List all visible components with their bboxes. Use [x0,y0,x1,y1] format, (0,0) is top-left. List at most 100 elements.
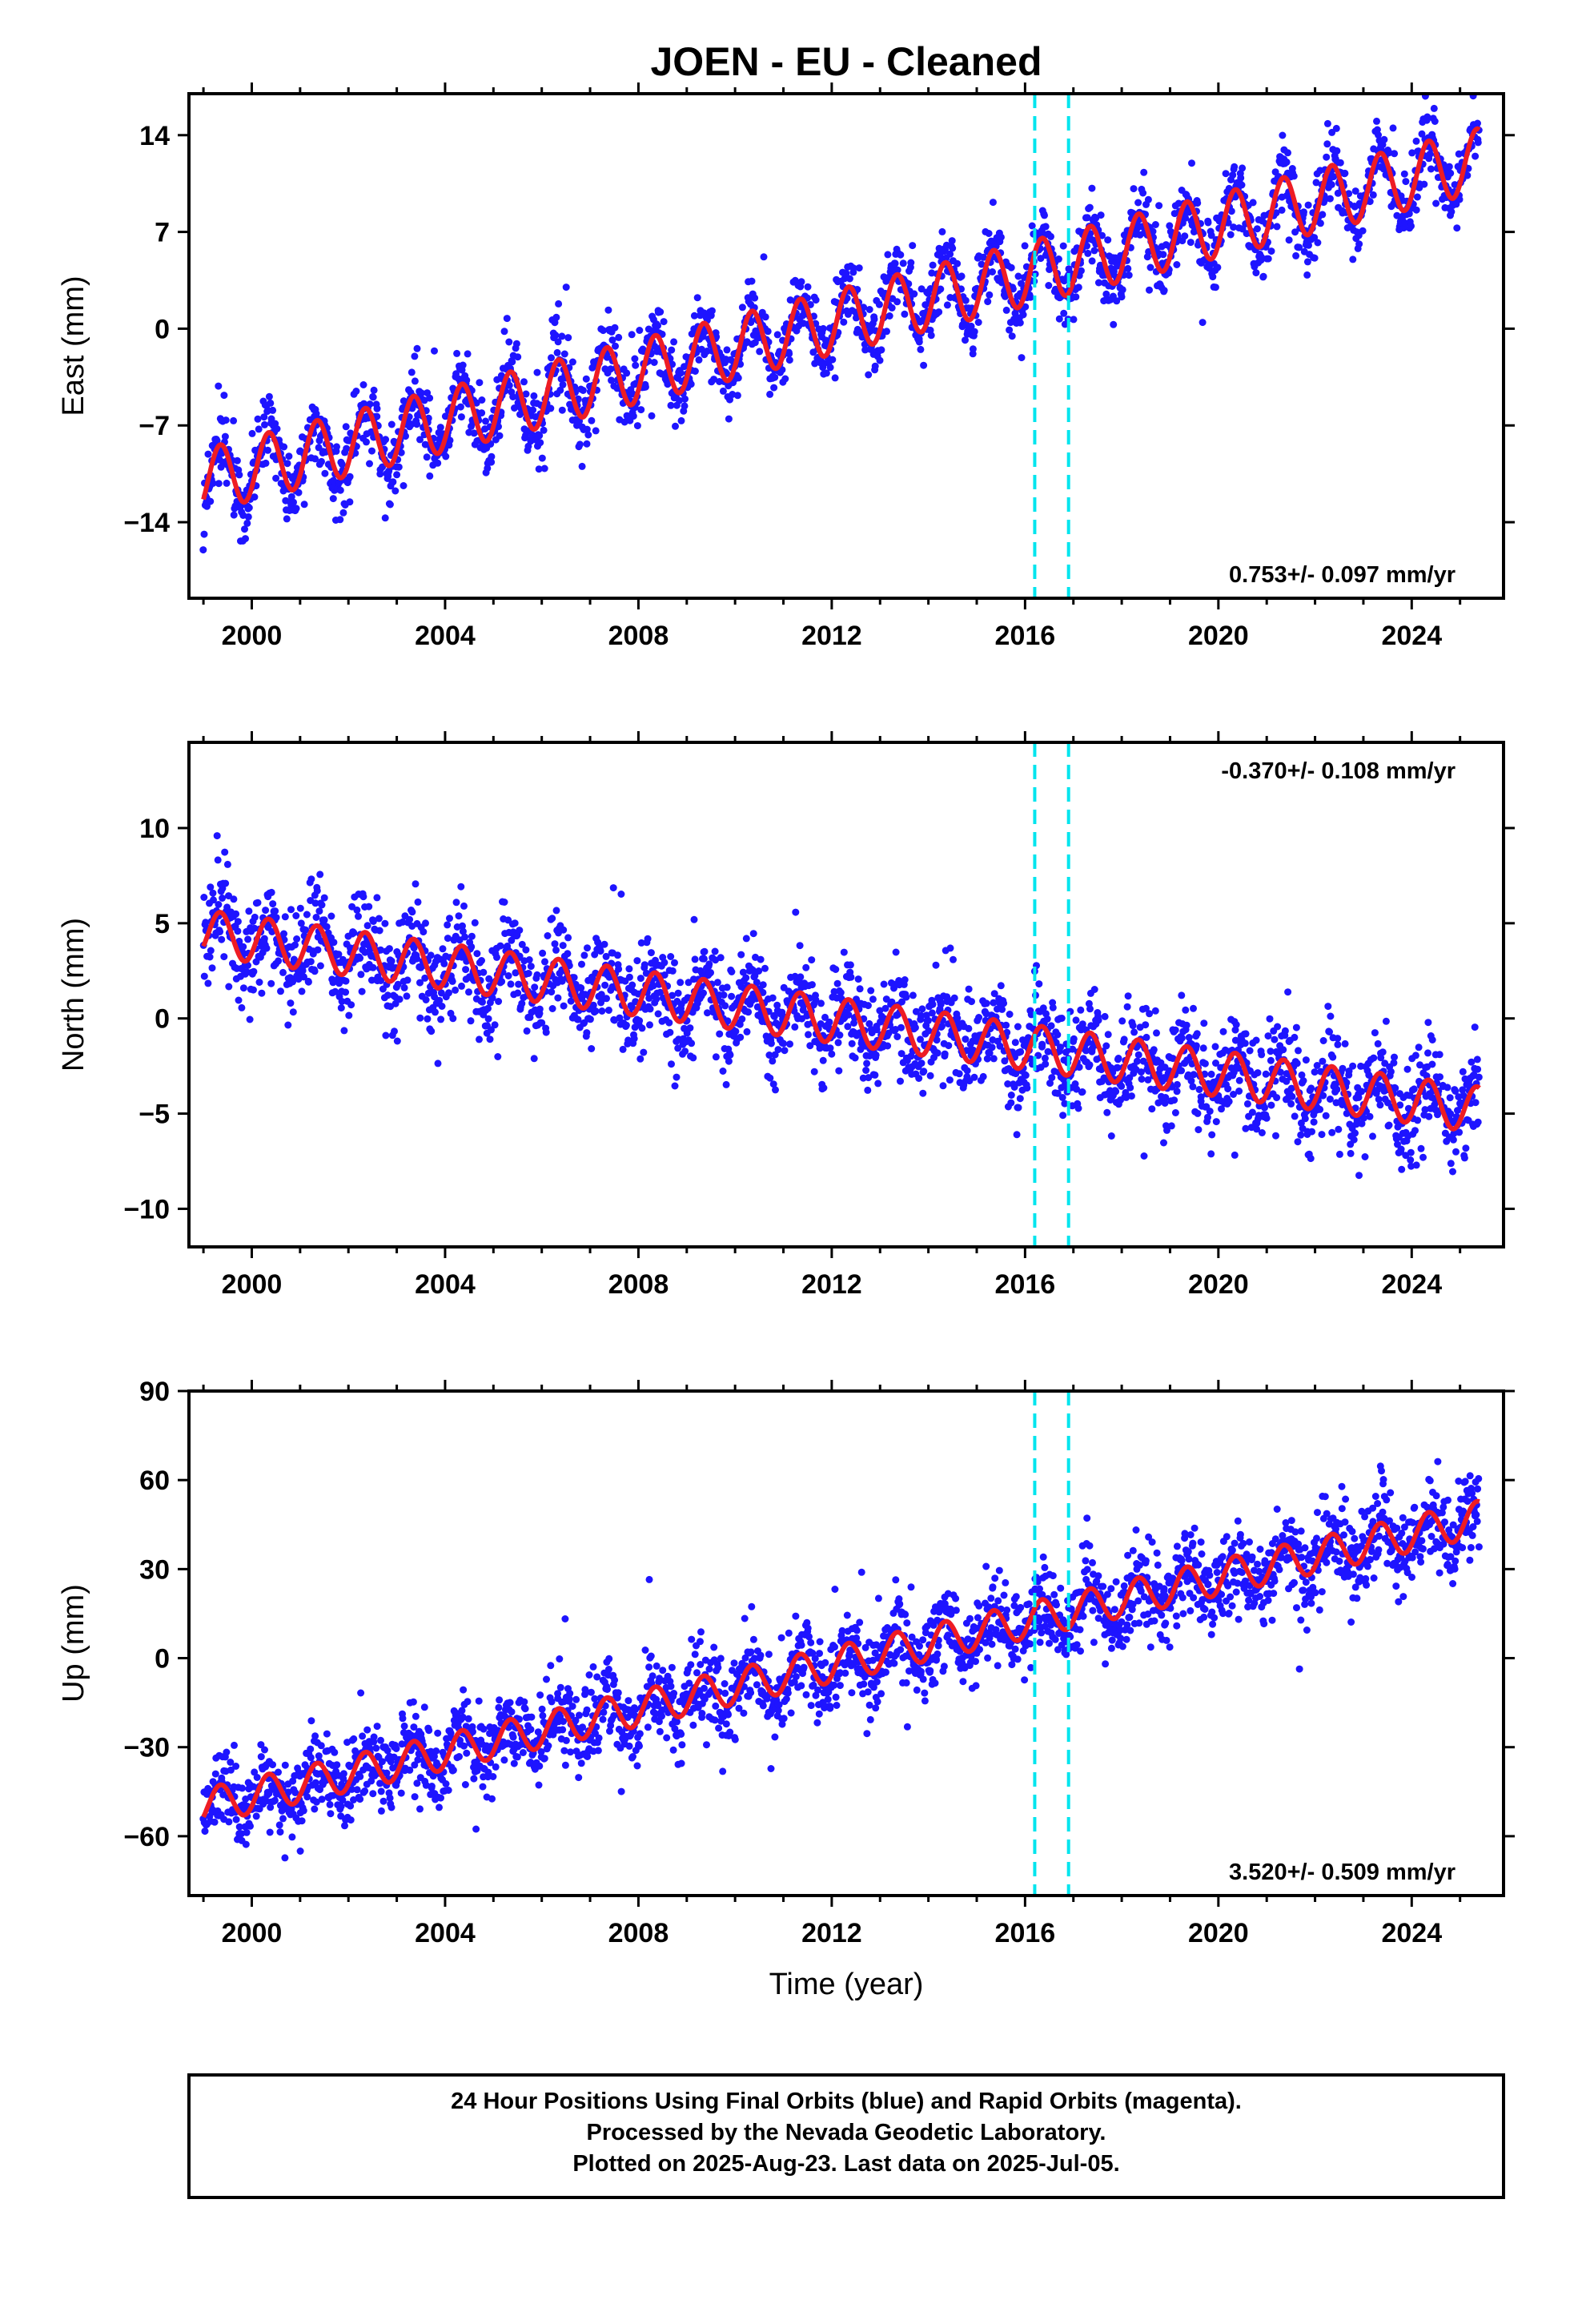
data-point [460,902,468,910]
data-point [1070,1035,1078,1043]
data-point [527,963,535,971]
data-point [355,912,362,920]
data-point [1334,1040,1342,1048]
data-point [1274,1023,1282,1031]
data-point [493,953,500,961]
data-point [766,390,774,398]
data-point [1110,320,1118,328]
data-point [611,324,619,332]
data-point [1045,282,1053,289]
data-point [201,1827,209,1835]
data-point [536,1005,544,1013]
data-point [723,346,731,354]
data-point [652,995,661,1003]
data-point [1284,988,1292,996]
data-point [1329,1053,1337,1061]
data-point [402,432,409,440]
data-point [1323,119,1331,127]
data-point [230,511,238,519]
data-point [1295,243,1303,251]
data-point [218,935,226,943]
data-point [751,294,759,302]
x-tick-label: 2004 [415,621,476,651]
data-point [258,989,266,997]
data-point [1231,1151,1239,1159]
data-point [607,365,615,373]
data-point [865,306,873,313]
data-point [970,328,978,336]
y-tick-label: 7 [155,218,170,248]
data-point [661,959,669,967]
data-point [1375,1096,1383,1104]
data-point [737,951,745,959]
data-point [468,943,476,951]
data-point [812,996,820,1003]
data-point [629,412,637,420]
data-point [337,1004,345,1012]
data-point [909,991,917,999]
data-point [840,948,848,956]
data-point [436,996,444,1004]
data-point [1330,173,1338,181]
data-point [1377,1054,1385,1062]
data-point [785,350,793,358]
data-point [851,1054,859,1062]
data-point [1137,1068,1145,1076]
data-point [423,453,431,461]
data-point [719,1068,727,1075]
data-point [1195,1126,1203,1134]
data-point [251,913,259,921]
data-point [455,912,463,920]
data-point [495,423,502,431]
data-point [1341,169,1349,177]
data-point [1098,231,1106,239]
data-point [1343,1079,1351,1087]
data-point [602,952,610,960]
data-point [363,438,370,446]
data-point [406,915,414,923]
data-point [669,360,677,368]
data-point [366,400,374,408]
data-point [677,369,685,377]
data-point [1041,211,1048,219]
data-point [998,1005,1006,1013]
data-point [316,962,324,970]
data-point [1235,1088,1243,1095]
data-point [1171,1026,1179,1034]
data-point [810,1068,818,1076]
data-point [728,968,736,975]
data-point [352,388,360,395]
data-point [1304,201,1312,209]
data-point [665,1019,673,1027]
data-point [1000,999,1008,1007]
data-point [1142,1004,1150,1012]
data-point [797,973,805,981]
data-point [733,392,741,400]
data-point [436,424,444,432]
data-point [1248,1108,1256,1116]
data-point [673,1073,681,1081]
data-point [771,373,779,381]
data-point [323,923,331,931]
data-point [413,344,421,352]
data-point [255,425,263,433]
data-point [1073,1085,1081,1093]
data-point [516,927,524,935]
data-point [637,406,645,414]
data-point [917,1059,926,1068]
data-point [845,1011,853,1019]
velocity-label: -0.370+/- 0.108 mm/yr [1221,758,1456,784]
data-point [623,369,631,377]
data-point [539,949,547,957]
data-point [933,1036,941,1044]
data-point [677,416,685,424]
data-point [1161,1100,1169,1107]
data-point [1420,180,1428,188]
data-point [604,306,612,314]
data-point [749,966,757,974]
data-point [1316,219,1324,227]
data-point [1225,184,1233,192]
y-tick-label: 14 [139,121,170,151]
data-point [1199,319,1207,327]
data-point [359,893,367,901]
